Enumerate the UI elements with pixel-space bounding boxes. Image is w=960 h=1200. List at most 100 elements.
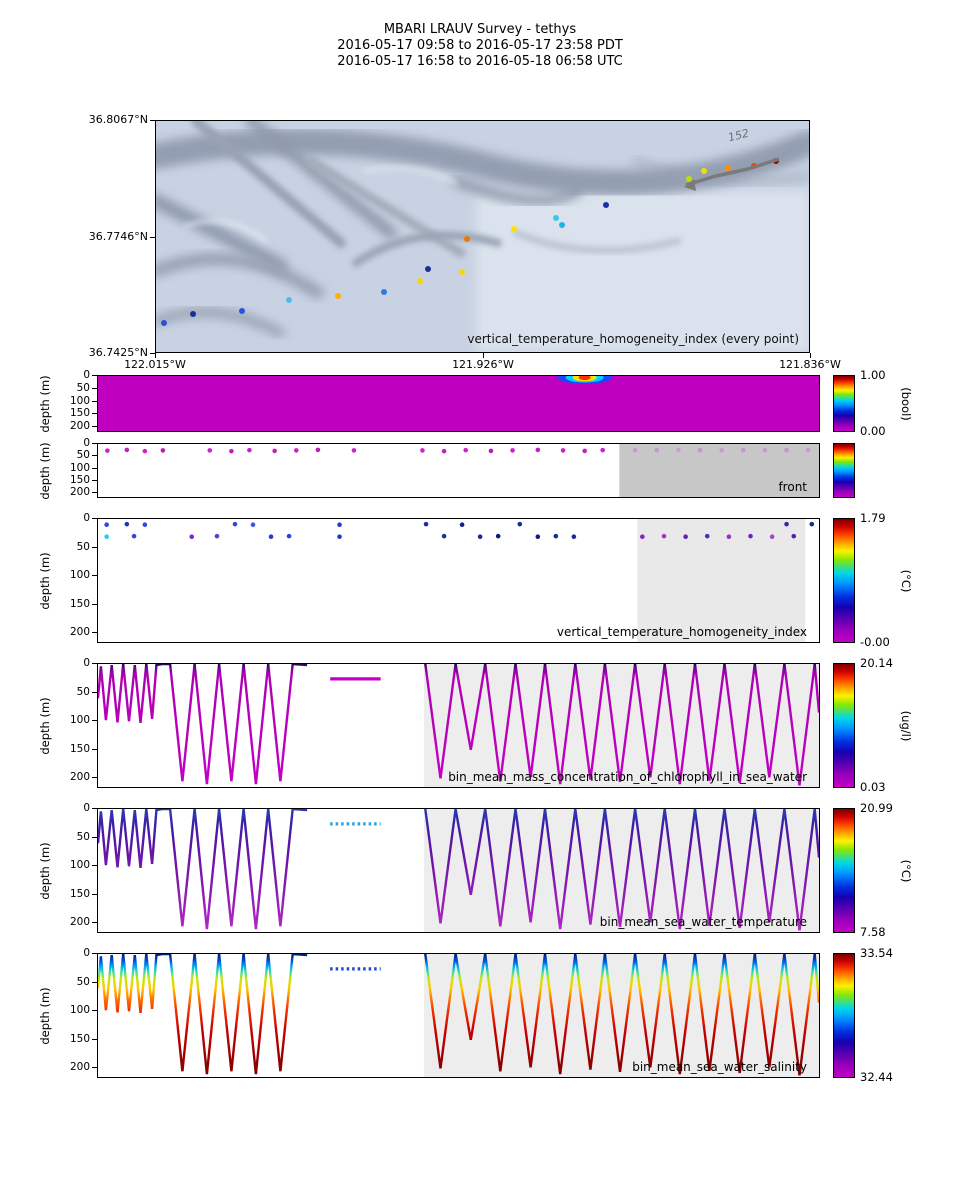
depth-tick xyxy=(92,603,97,605)
track-point xyxy=(239,308,245,314)
map-lon-tick-label: 121.926°W xyxy=(452,358,514,371)
depth-tick-label: 200 xyxy=(69,771,90,784)
track-point xyxy=(553,215,559,221)
depth-tick-label: 150 xyxy=(69,1032,90,1045)
track-point xyxy=(161,320,167,326)
map-lat-tick xyxy=(150,237,155,238)
depth-tick-label: 150 xyxy=(69,473,90,486)
colorbar-min-label: -0.00 xyxy=(860,635,890,649)
track-point xyxy=(511,226,517,232)
map-lat-tick xyxy=(150,353,155,354)
depth-tick xyxy=(92,546,97,548)
colorbar-max-label: 1.00 xyxy=(860,368,886,382)
map-lon-tick xyxy=(810,353,811,358)
depth-tick xyxy=(92,518,97,519)
depth-tick-label: 150 xyxy=(69,407,90,420)
depth-tick xyxy=(92,808,97,809)
colorbar-max-label: 1.79 xyxy=(860,511,886,525)
recent-track-line xyxy=(685,157,780,187)
depth-tick xyxy=(92,922,97,924)
depth-tick xyxy=(92,981,97,983)
depth-tick xyxy=(92,426,97,428)
depth-tick xyxy=(92,375,97,376)
depth-tick-label: 200 xyxy=(69,486,90,499)
depth-tick-label: 100 xyxy=(69,859,90,872)
track-point xyxy=(725,165,731,171)
depth-axis-label: depth (m) xyxy=(38,551,52,610)
colorbar-temperature xyxy=(833,808,855,933)
depth-tick-label: 200 xyxy=(69,626,90,639)
panel-chlorophyll: bin_mean_mass_concentration_of_chlorophy… xyxy=(97,663,820,788)
depth-tick xyxy=(92,387,97,389)
track-point xyxy=(459,269,465,275)
depth-tick xyxy=(92,836,97,838)
depth-tick-label: 100 xyxy=(69,1004,90,1017)
map-lon-tick-label: 122.015°W xyxy=(124,358,186,371)
colorbar-unit-label: (°C) xyxy=(899,859,913,882)
depth-tick xyxy=(92,720,97,722)
depth-tick-label: 200 xyxy=(69,916,90,929)
track-point xyxy=(464,236,470,242)
depth-tick-label: 50 xyxy=(76,975,90,988)
colorbar-chlorophyll xyxy=(833,663,855,788)
depth-tick-label: 50 xyxy=(76,449,90,462)
panel-label-salinity: bin_mean_sea_water_salinity xyxy=(632,1060,807,1074)
depth-tick xyxy=(92,492,97,494)
depth-tick xyxy=(92,413,97,415)
depth-tick-label: 150 xyxy=(69,597,90,610)
figure-title-block: MBARI LRAUV Survey - tethys 2016-05-17 0… xyxy=(0,22,960,70)
depth-axis-label: depth (m) xyxy=(38,986,52,1045)
depth-tick-label: 150 xyxy=(69,742,90,755)
depth-tick-label: 100 xyxy=(69,569,90,582)
colorbar-min-label: 0.03 xyxy=(860,780,886,794)
title-date-utc: 2016-05-17 16:58 to 2016-05-18 06:58 UTC xyxy=(337,54,623,69)
depth-axis-label: depth (m) xyxy=(38,841,52,900)
depth-tick-label: 100 xyxy=(69,394,90,407)
depth-tick xyxy=(92,443,97,444)
panel-temperature: bin_mean_sea_water_temperature xyxy=(97,808,820,933)
panel-label-chlorophyll: bin_mean_mass_concentration_of_chlorophy… xyxy=(448,770,807,784)
colorbar-max-label: 20.99 xyxy=(860,801,893,815)
depth-tick-label: 0 xyxy=(83,437,90,449)
depth-tick xyxy=(92,400,97,402)
page-title: MBARI LRAUV Survey - tethys xyxy=(383,22,577,37)
panel-label-vthi: vertical_temperature_homogeneity_index xyxy=(556,625,807,639)
map-lon-tick-label: 121.836°W xyxy=(779,358,841,371)
map-relief-shading xyxy=(156,121,809,338)
track-point xyxy=(701,168,707,174)
map-lat-tick xyxy=(150,120,155,121)
panel-label-temperature: bin_mean_sea_water_temperature xyxy=(599,915,807,929)
depth-tick-label: 200 xyxy=(69,1061,90,1074)
colorbar-bool xyxy=(833,375,855,432)
depth-tick-label: 200 xyxy=(69,420,90,433)
colorbar-max-label: 20.14 xyxy=(860,656,893,670)
depth-axis-label: depth (m) xyxy=(38,374,52,433)
depth-tick-label: 0 xyxy=(83,657,90,669)
map-lon-tick xyxy=(155,353,156,358)
depth-tick xyxy=(92,953,97,954)
panel-bool xyxy=(97,375,820,432)
map-lat-tick-label: 36.7746°N xyxy=(88,230,148,243)
depth-tick-label: 150 xyxy=(69,887,90,900)
depth-tick-label: 100 xyxy=(69,714,90,727)
depth-axis-label: depth (m) xyxy=(38,696,52,755)
depth-tick xyxy=(92,1010,97,1012)
track-point xyxy=(686,176,692,182)
map-lat-tick-label: 36.7425°N xyxy=(88,346,148,359)
depth-tick xyxy=(92,748,97,750)
colorbar-min-label: 7.58 xyxy=(860,925,886,939)
colorbar-unit-label: (°C) xyxy=(899,569,913,592)
depth-tick-label: 0 xyxy=(83,947,90,959)
title-date-pdt: 2016-05-17 09:58 to 2016-05-17 23:58 PDT xyxy=(337,38,623,53)
depth-tick xyxy=(92,691,97,693)
vehicle-track-points xyxy=(161,157,780,326)
depth-tick-label: 0 xyxy=(83,369,90,381)
depth-tick xyxy=(92,777,97,779)
track-point xyxy=(286,297,292,303)
colorbar-max-label: 33.54 xyxy=(860,946,893,960)
depth-tick xyxy=(92,479,97,481)
track-point xyxy=(603,202,609,208)
depth-tick-label: 50 xyxy=(76,830,90,843)
colorbar-unit-label: (bool) xyxy=(899,386,913,421)
